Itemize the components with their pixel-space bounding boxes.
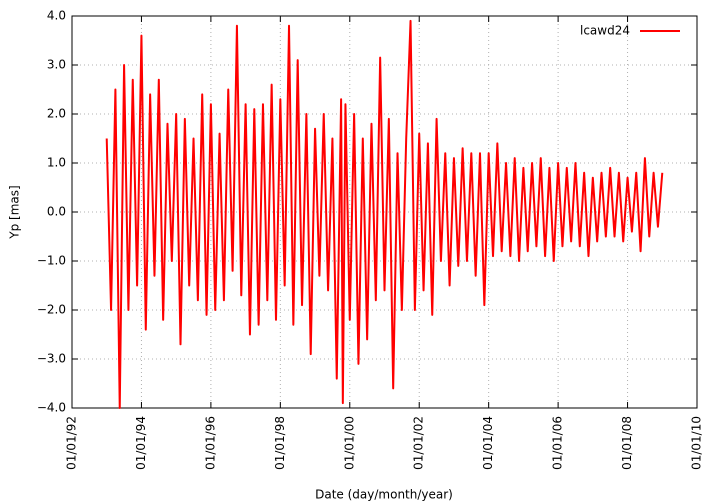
x-tick-label: 01/01/08 [620,416,634,470]
x-tick-label: 01/01/98 [273,416,287,470]
x-tick-label: 01/01/92 [65,416,79,470]
x-tick-label: 01/01/04 [481,416,495,470]
legend-label: lcawd24 [580,24,630,38]
y-tick-label: −4.0 [37,401,66,415]
y-tick-label: −2.0 [37,303,66,317]
x-tick-label: 01/01/10 [690,416,704,470]
data-line [105,19,664,409]
x-tick-label: 01/01/00 [342,416,356,470]
x-tick-label: 01/01/94 [134,416,148,470]
x-tick-label: 01/01/06 [551,416,565,470]
y-tick-label: 1.0 [47,156,66,170]
y-axis-label: Yp [mas] [8,185,22,239]
y-tick-label: 0.0 [47,205,66,219]
x-tick-label: 01/01/96 [203,416,217,470]
y-tick-label: 4.0 [47,9,66,23]
y-tick-label: −3.0 [37,352,66,366]
x-axis-label: Date (day/month/year) [315,488,453,502]
y-tick-label: 2.0 [47,107,66,121]
y-tick-label: −1.0 [37,254,66,268]
x-tick-label: 01/01/02 [412,416,426,470]
y-tick-label: 3.0 [47,58,66,72]
